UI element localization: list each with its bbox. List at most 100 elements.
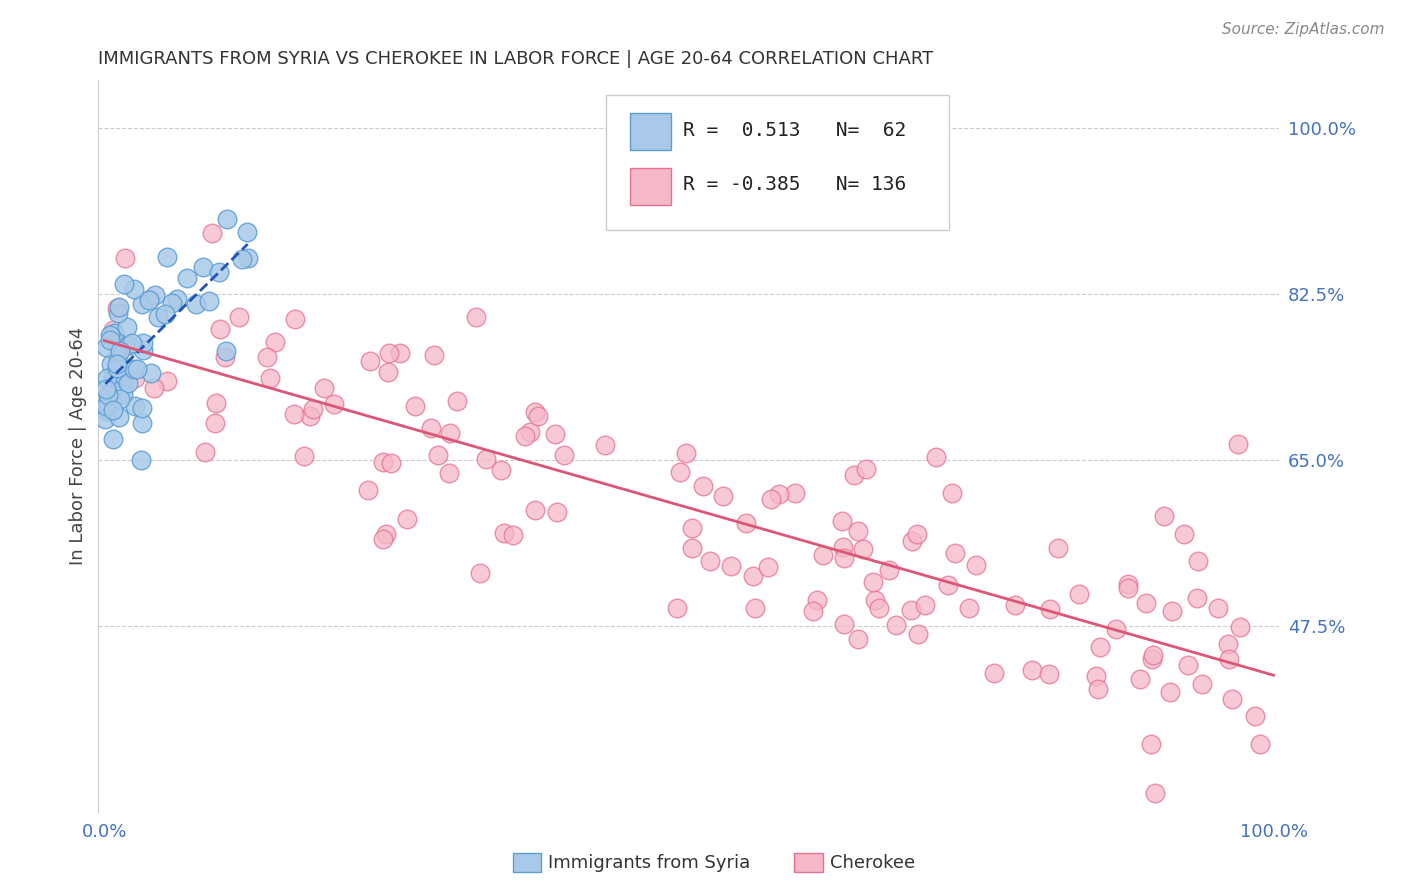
Point [957,601,980,615]
Point [470,566,492,580]
Point [208,265,231,279]
Point [446,393,468,408]
Point [1185,591,1208,605]
Point [155,374,177,388]
Point [852,541,875,556]
Point [117,320,139,334]
Point [97,395,120,409]
Point [114,251,136,265]
Point [107,305,129,319]
Point [283,408,305,422]
Point [783,485,806,500]
Point [526,409,548,423]
Point [832,616,855,631]
Point [197,293,219,308]
Point [742,569,765,583]
Point [204,396,226,410]
Point [1069,587,1091,601]
Point [117,376,139,390]
Point [371,532,394,546]
Point [405,399,427,413]
Point [900,603,922,617]
Y-axis label: In Labor Force | Age 20-64: In Labor Force | Age 20-64 [69,326,87,566]
Point [1153,509,1175,524]
Point [846,632,869,646]
Point [1229,620,1251,634]
Point [523,405,546,419]
Point [515,429,537,443]
Point [132,343,155,357]
Point [681,521,703,535]
Point [143,288,166,302]
Point [865,593,887,607]
Bar [630,168,671,204]
Point [228,310,250,324]
Point [108,300,131,314]
Text: IMMIGRANTS FROM SYRIA VS CHEROKEE IN LABOR FORCE | AGE 20-64 CORRELATION CHART: IMMIGRANTS FROM SYRIA VS CHEROKEE IN LAB… [98,50,934,68]
Point [191,260,214,274]
Point [1118,577,1140,591]
Point [744,600,766,615]
Text: Immigrants from Syria: Immigrants from Syria [548,854,751,871]
Point [1118,581,1140,595]
Point [464,310,486,325]
Text: Cherokee: Cherokee [830,854,915,871]
Point [1004,598,1026,612]
Point [1038,667,1060,681]
Point [669,465,692,479]
Point [983,666,1005,681]
Point [1173,527,1195,541]
Point [118,337,141,351]
Point [523,503,546,517]
Point [302,401,325,416]
Point [108,392,131,407]
Point [734,516,756,530]
Point [214,350,236,364]
Point [1140,652,1163,666]
Point [166,292,188,306]
Point [359,353,381,368]
Point [215,343,238,358]
Text: R = -0.385   N= 136: R = -0.385 N= 136 [683,175,907,194]
Point [1191,677,1213,691]
Point [100,387,122,401]
Point [936,578,959,592]
Point [138,292,160,306]
Point [284,312,307,326]
Point [768,487,790,501]
Point [801,604,824,618]
Point [323,397,346,411]
Point [914,598,936,612]
Point [502,528,524,542]
Point [1187,553,1209,567]
Point [1159,685,1181,699]
Point [492,526,515,541]
Point [96,404,118,418]
Point [1206,600,1229,615]
Point [96,340,118,354]
Point [1243,709,1265,723]
Point [121,335,143,350]
Point [665,601,688,615]
Point [1142,648,1164,662]
Point [146,310,169,324]
Point [544,427,567,442]
Point [844,467,866,482]
Point [108,410,131,425]
Bar [630,113,671,150]
Point [1218,652,1240,666]
Point [105,357,128,371]
Point [259,371,281,385]
Point [194,444,217,458]
Point [231,252,253,267]
Point [138,293,160,307]
Point [374,527,396,541]
Point [204,417,226,431]
Point [186,297,208,311]
Point [553,448,575,462]
Point [100,357,122,371]
Point [806,592,828,607]
Point [1084,669,1107,683]
Point [907,627,929,641]
Point [395,512,418,526]
